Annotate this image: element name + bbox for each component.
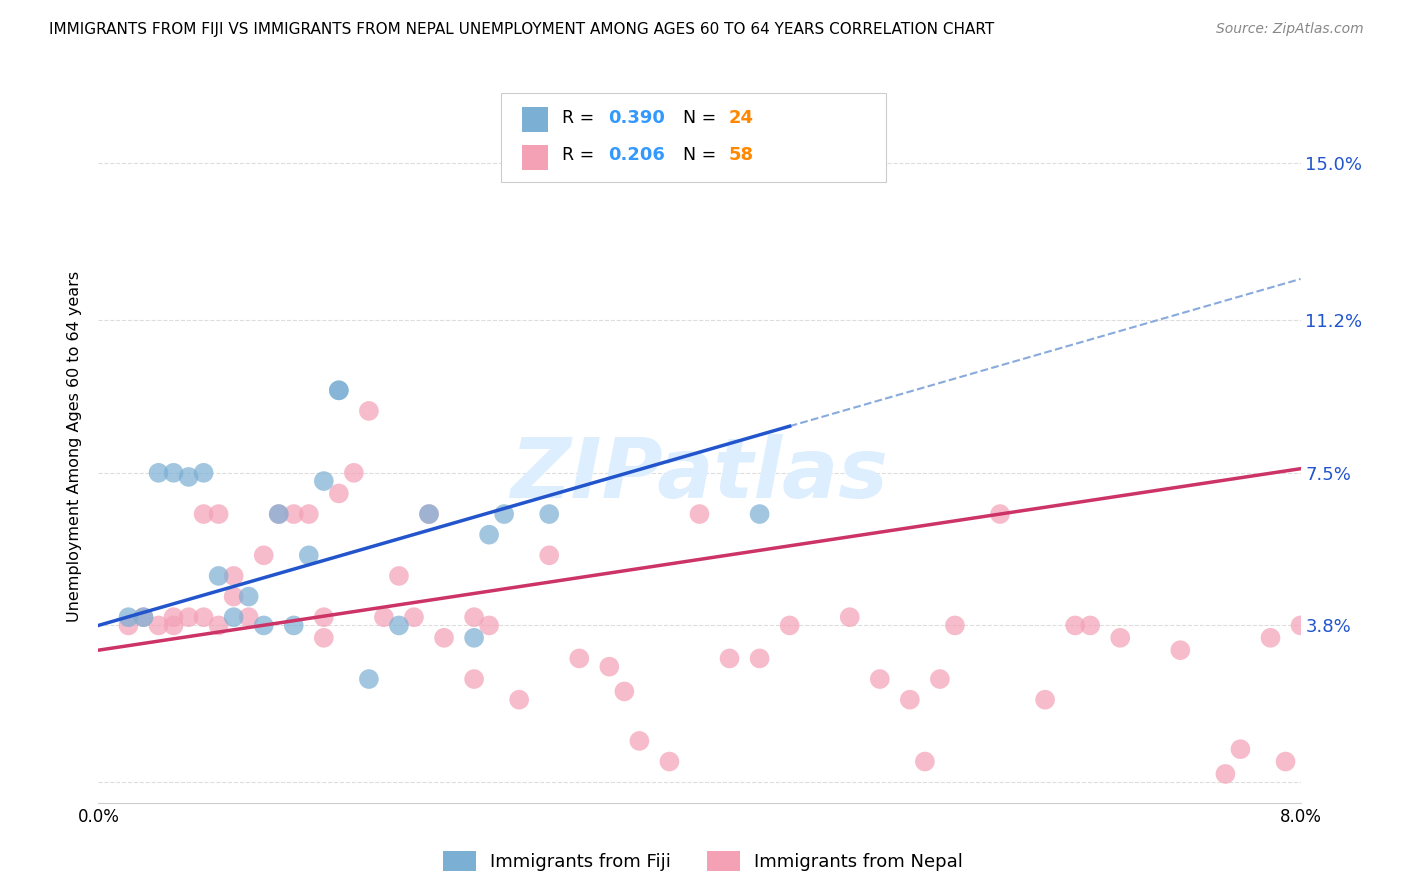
Point [1109, 631, 1132, 645]
Legend: Immigrants from Fiji, Immigrants from Nepal: Immigrants from Fiji, Immigrants from Ne… [436, 844, 970, 879]
Point [162, 610, 184, 624]
Text: 24: 24 [728, 109, 754, 127]
Point [328, 486, 350, 500]
Point [328, 384, 350, 398]
Point [193, 610, 215, 624]
Point [283, 507, 305, 521]
Point [222, 590, 245, 604]
Point [538, 549, 561, 563]
Point [267, 507, 290, 521]
Point [253, 618, 276, 632]
Point [148, 618, 170, 632]
Text: ZIPatlas: ZIPatlas [510, 434, 889, 515]
Point [463, 610, 485, 624]
Point [222, 610, 245, 624]
Text: N =: N = [683, 146, 721, 164]
Point [208, 618, 231, 632]
Point [779, 618, 801, 632]
Point [538, 507, 561, 521]
Point [1033, 692, 1056, 706]
Point [598, 659, 620, 673]
Point [238, 590, 260, 604]
Point [177, 610, 200, 624]
Point [117, 610, 139, 624]
Point [418, 507, 440, 521]
Point [748, 507, 770, 521]
Point [418, 507, 440, 521]
Text: N =: N = [683, 109, 721, 127]
Point [238, 610, 260, 624]
Point [478, 527, 501, 541]
Point [343, 466, 366, 480]
Point [1289, 618, 1312, 632]
Point [1229, 742, 1251, 756]
Point [568, 651, 591, 665]
Point [193, 466, 215, 480]
Point [298, 507, 321, 521]
Point [357, 672, 380, 686]
Point [1064, 618, 1087, 632]
Point [658, 755, 681, 769]
Point [208, 569, 231, 583]
FancyBboxPatch shape [522, 145, 548, 170]
Point [283, 618, 305, 632]
Point [1078, 618, 1101, 632]
FancyBboxPatch shape [501, 93, 886, 182]
Point [478, 618, 501, 632]
Point [132, 610, 155, 624]
Point [494, 507, 516, 521]
Text: 0.390: 0.390 [609, 109, 665, 127]
Point [373, 610, 395, 624]
Text: R =: R = [562, 146, 600, 164]
Point [388, 618, 411, 632]
Point [463, 631, 485, 645]
Point [433, 631, 456, 645]
Point [1215, 767, 1237, 781]
Point [177, 470, 200, 484]
Point [508, 692, 530, 706]
Point [988, 507, 1011, 521]
Point [267, 507, 290, 521]
Point [1274, 755, 1296, 769]
Point [328, 384, 350, 398]
Point [402, 610, 425, 624]
Point [869, 672, 891, 686]
Point [838, 610, 860, 624]
Point [222, 569, 245, 583]
Point [914, 755, 936, 769]
Point [298, 549, 321, 563]
Point [162, 466, 184, 480]
Point [1168, 643, 1191, 657]
Point [613, 684, 636, 698]
Point [1260, 631, 1282, 645]
Point [748, 651, 770, 665]
Point [898, 692, 921, 706]
Point [208, 507, 231, 521]
FancyBboxPatch shape [522, 107, 548, 132]
Point [689, 507, 711, 521]
Point [312, 474, 335, 488]
Y-axis label: Unemployment Among Ages 60 to 64 years: Unemployment Among Ages 60 to 64 years [67, 270, 83, 622]
Point [132, 610, 155, 624]
Point [943, 618, 966, 632]
Point [357, 404, 380, 418]
Text: Source: ZipAtlas.com: Source: ZipAtlas.com [1216, 22, 1364, 37]
Point [463, 672, 485, 686]
Point [312, 631, 335, 645]
Point [117, 618, 139, 632]
Point [388, 569, 411, 583]
Point [312, 610, 335, 624]
Text: 0.206: 0.206 [609, 146, 665, 164]
Text: R =: R = [562, 109, 600, 127]
Point [718, 651, 741, 665]
Point [162, 618, 184, 632]
Point [193, 507, 215, 521]
Point [628, 734, 651, 748]
Text: IMMIGRANTS FROM FIJI VS IMMIGRANTS FROM NEPAL UNEMPLOYMENT AMONG AGES 60 TO 64 Y: IMMIGRANTS FROM FIJI VS IMMIGRANTS FROM … [49, 22, 994, 37]
Text: 58: 58 [728, 146, 754, 164]
Point [928, 672, 950, 686]
Point [253, 549, 276, 563]
Point [148, 466, 170, 480]
